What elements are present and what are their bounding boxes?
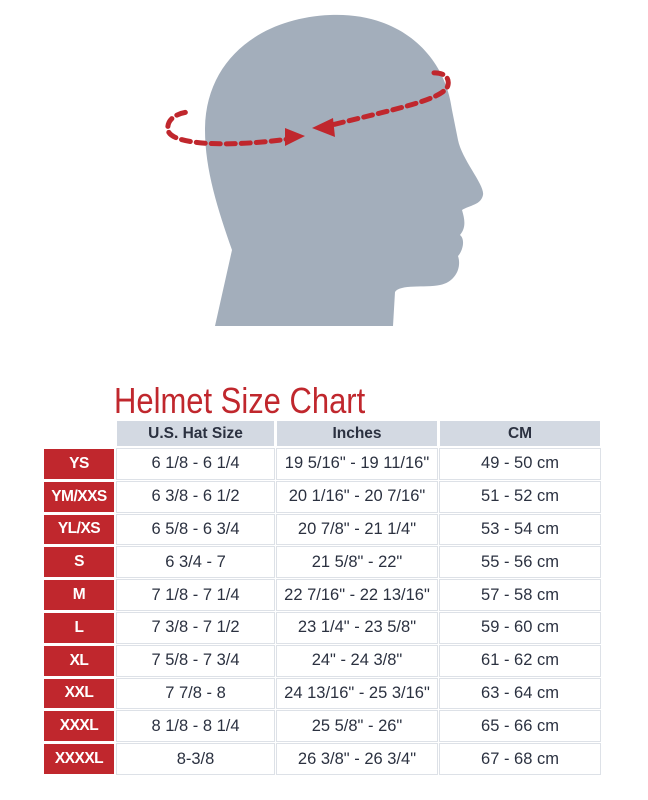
inches-cell: 20 7/8" - 21 1/4"	[276, 513, 438, 546]
table-row: YS 6 1/8 - 6 1/4 19 5/16" - 19 11/16" 49 - …	[44, 448, 601, 480]
table-row: XL 7 5/8 - 7 3/4 24" - 24 3/8" 61 - 62 cm	[44, 644, 601, 677]
size-label: XXL	[44, 678, 114, 709]
cm-cell: 53 - 54 cm	[439, 513, 601, 546]
size-table: U.S. Hat Size Inches CM YS 6 1/8 - 6 1/4 1…	[41, 418, 603, 777]
hat-size-cell: 7 7/8 - 8	[116, 677, 275, 710]
size-label: YS	[44, 449, 114, 479]
cm-cell: 67 - 68 cm	[439, 743, 601, 775]
hat-size-cell: 8 1/8 - 8 1/4	[116, 710, 275, 743]
arrow-left-icon	[312, 118, 335, 137]
cm-cell: 63 - 64 cm	[439, 677, 601, 710]
header-cm: CM	[440, 421, 600, 446]
cm-cell: 57 - 58 cm	[439, 579, 601, 611]
size-label: M	[44, 580, 114, 610]
cm-cell: 65 - 66 cm	[439, 710, 601, 743]
table-row: XXXL 8 1/8 - 8 1/4 25 5/8" - 26" 65 - 66 cm	[44, 710, 601, 743]
header-hat-size: U.S. Hat Size	[117, 421, 274, 446]
size-label: S	[44, 547, 114, 578]
cm-cell: 51 - 52 cm	[439, 480, 601, 513]
inches-cell: 24" - 24 3/8"	[276, 644, 438, 677]
table-row: YL/XS 6 5/8 - 6 3/4 20 7/8" - 21 1/4" 53 - …	[44, 513, 601, 546]
inches-cell: 21 5/8" - 22"	[276, 546, 438, 579]
inches-cell: 19 5/16" - 19 11/16"	[276, 448, 438, 480]
hat-size-cell: 6 5/8 - 6 3/4	[116, 513, 275, 546]
hat-size-cell: 7 1/8 - 7 1/4	[116, 579, 275, 611]
inches-cell: 20 1/16" - 20 7/16"	[276, 480, 438, 513]
hat-size-cell: 7 5/8 - 7 3/4	[116, 644, 275, 677]
size-label: XXXXL	[44, 744, 114, 774]
inches-cell: 25 5/8" - 26"	[276, 710, 438, 743]
cm-cell: 59 - 60 cm	[439, 611, 601, 644]
table-row: XXXXL 8-3/8 26 3/8" - 26 3/4" 67 - 68 cm	[44, 743, 601, 775]
arrow-right-icon	[285, 128, 305, 146]
size-label: L	[44, 612, 114, 643]
table-row: XXL 7 7/8 - 8 24 13/16" - 25 3/16" 63 - 64 …	[44, 677, 601, 710]
inches-cell: 23 1/4" - 23 5/8"	[276, 611, 438, 644]
inches-cell: 22 7/16" - 22 13/16"	[276, 579, 438, 611]
table-header-row: U.S. Hat Size Inches CM	[44, 421, 600, 446]
page-title: Helmet Size Chart	[114, 380, 366, 421]
head-silhouette	[205, 14, 484, 327]
cm-cell: 61 - 62 cm	[439, 644, 601, 677]
hat-size-cell: 6 1/8 - 6 1/4	[116, 448, 275, 480]
size-label: XXXL	[44, 711, 114, 742]
size-label: XL	[44, 645, 114, 676]
measuring-tape-icon	[165, 70, 451, 147]
hat-size-cell: 7 3/8 - 7 1/2	[116, 611, 275, 644]
cm-cell: 55 - 56 cm	[439, 546, 601, 579]
inches-cell: 24 13/16" - 25 3/16"	[276, 677, 438, 710]
cm-cell: 49 - 50 cm	[439, 448, 601, 480]
hat-size-cell: 6 3/8 - 6 1/2	[116, 480, 275, 513]
size-label: YM/XXS	[44, 481, 114, 512]
header-blank	[44, 421, 114, 446]
size-label: YL/XS	[44, 514, 114, 545]
head-profile-icon	[165, 14, 484, 327]
table-row: YM/XXS 6 3/8 - 6 1/2 20 1/16" - 20 7/16" 51…	[44, 480, 601, 513]
header-inches: Inches	[277, 421, 437, 446]
hat-size-cell: 8-3/8	[116, 743, 275, 775]
hat-size-cell: 6 3/4 - 7	[116, 546, 275, 579]
inches-cell: 26 3/8" - 26 3/4"	[276, 743, 438, 775]
